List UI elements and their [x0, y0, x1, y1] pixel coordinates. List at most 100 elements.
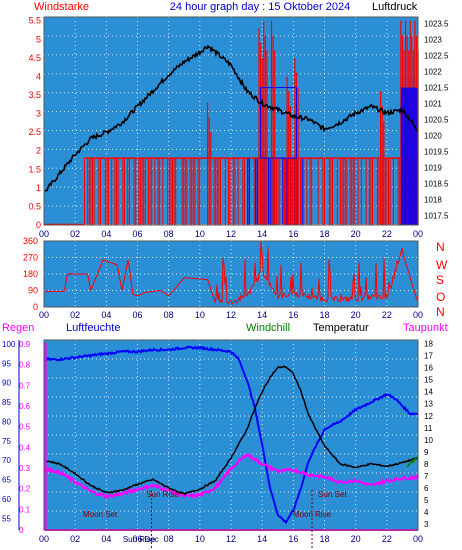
pressure-tick-label: 1019.5 [424, 147, 449, 156]
direction-tick-label: 270 [23, 253, 38, 263]
humidity-tick-label: 80 [2, 417, 11, 426]
humidity-tick-label: 55 [2, 514, 11, 523]
pressure-line [44, 44, 418, 192]
x-tick-label: 16 [288, 229, 298, 239]
humidity-tick-label: 95 [2, 359, 11, 368]
x-tick-label: 18 [319, 229, 329, 239]
humidity-tick-label: 75 [2, 437, 11, 446]
x-tick-label: 20 [351, 310, 361, 320]
annotation-label: Sun Rise [123, 535, 156, 544]
x-tick-label: 00 [39, 310, 49, 320]
humidity-line [43, 345, 419, 525]
annotation-label: Sun Rise [146, 490, 179, 499]
wind-tick-label: 4 [36, 71, 41, 81]
x-tick-label: 00 [413, 310, 423, 320]
temperature-line [43, 365, 419, 496]
panel-frame [43, 240, 419, 308]
dewpoint-line [43, 453, 419, 500]
pressure-tick-label: 1023.5 [424, 19, 449, 28]
panel-temp-humidity [44, 340, 418, 530]
panel-frame [43, 16, 419, 226]
x-tick-label: 10 [195, 229, 205, 239]
rain-tick-label: 0.3 [19, 464, 31, 473]
legend-luftfeuchte: Luftfeuchte [66, 322, 120, 334]
temperature-tick-label: 14 [424, 388, 433, 397]
temperature-tick-label: 7 [424, 472, 429, 481]
pressure-tick-label: 1022 [424, 67, 442, 76]
rain-tick-label: 0.4 [19, 443, 31, 452]
rain-tick-label: 0.6 [19, 402, 31, 411]
rain-tick-label: 0.2 [19, 485, 31, 494]
x-tick-label: 12 [226, 310, 236, 320]
axis-labels: 00.511.522.533.544.555.51017.510181018.5… [2, 16, 449, 544]
temperature-tick-label: 3 [424, 520, 429, 529]
x-tick-label: 04 [101, 310, 111, 320]
wind-direction-line [45, 240, 418, 306]
wind-tick-label: 2.5 [28, 127, 41, 137]
legend-taupunkt: Taupunkt [403, 322, 448, 334]
temperature-tick-label: 11 [424, 424, 433, 433]
x-tick-label: 00 [39, 534, 49, 544]
x-tick-label: 14 [257, 310, 267, 320]
rain-tick-label: 0.8 [19, 361, 31, 370]
annotation-label: Dec [144, 535, 158, 544]
pressure-tick-label: 1021 [424, 99, 442, 108]
pressure-tick-label: 1020 [424, 131, 442, 140]
x-tick-label: 02 [70, 310, 80, 320]
rain-tick-label: 0.9 [19, 340, 31, 349]
x-tick-label: 04 [101, 534, 111, 544]
humidity-tick-label: 100 [2, 340, 16, 349]
direction-tick-label: 0 [33, 302, 38, 312]
pressure-tick-label: 1018.5 [424, 179, 449, 188]
x-tick-label: 20 [351, 229, 361, 239]
temperature-tick-label: 6 [424, 484, 429, 493]
x-tick-label: 20 [351, 534, 361, 544]
legend-windchill: Windchill [246, 322, 290, 334]
rain-tick-label: 0 [19, 526, 24, 535]
wind-tick-label: 3 [36, 109, 41, 119]
x-tick-label: 00 [39, 229, 49, 239]
x-tick-label: 08 [164, 229, 174, 239]
humidity-tick-label: 90 [2, 379, 11, 388]
wind-pressure-series [44, 20, 419, 225]
x-tick-label: 00 [413, 229, 423, 239]
pressure-tick-label: 1018 [424, 195, 442, 204]
humidity-tick-label: 85 [2, 398, 11, 407]
x-tick-label: 10 [195, 534, 205, 544]
wind-tick-label: 5 [36, 34, 41, 44]
x-tick-label: 06 [132, 229, 142, 239]
wind-direction-series [45, 240, 418, 306]
x-tick-label: 22 [382, 534, 392, 544]
x-tick-label: 14 [257, 229, 267, 239]
direction-letter-o: O [436, 290, 445, 304]
x-tick-label: 12 [226, 534, 236, 544]
pressure-tick-label: 1021.5 [424, 83, 449, 92]
x-tick-label: 18 [319, 534, 329, 544]
wind-tick-label: 1.5 [28, 164, 41, 174]
legend-regen: Regen [2, 322, 34, 334]
rain-tick-label: 0.7 [19, 381, 31, 390]
humidity-tick-label: 70 [2, 456, 11, 465]
x-tick-label: 14 [257, 534, 267, 544]
gust-band [260, 87, 297, 159]
humidity-tick-label: 60 [2, 495, 11, 504]
temperature-tick-label: 15 [424, 376, 433, 385]
temperature-tick-label: 13 [424, 400, 433, 409]
wind-bars [84, 158, 418, 225]
temperature-tick-label: 16 [424, 364, 433, 373]
temperature-tick-label: 8 [424, 460, 429, 469]
gust-block [400, 87, 418, 225]
pressure-tick-label: 1019 [424, 163, 442, 172]
annotation-label: Moon Rise [293, 510, 332, 519]
temperature-tick-label: 4 [424, 508, 429, 517]
temperature-tick-label: 5 [424, 496, 429, 505]
x-tick-label: 18 [319, 310, 329, 320]
wind-tick-label: 0.5 [28, 201, 41, 211]
direction-tick-label: 180 [23, 269, 38, 279]
x-tick-label: 16 [288, 310, 298, 320]
wind-tick-label: 2 [36, 146, 41, 156]
x-tick-label: 02 [70, 229, 80, 239]
humidity-tick-label: 65 [2, 476, 11, 485]
graph-title: 24 hour graph day : 15 Oktober 2024 [170, 1, 350, 13]
